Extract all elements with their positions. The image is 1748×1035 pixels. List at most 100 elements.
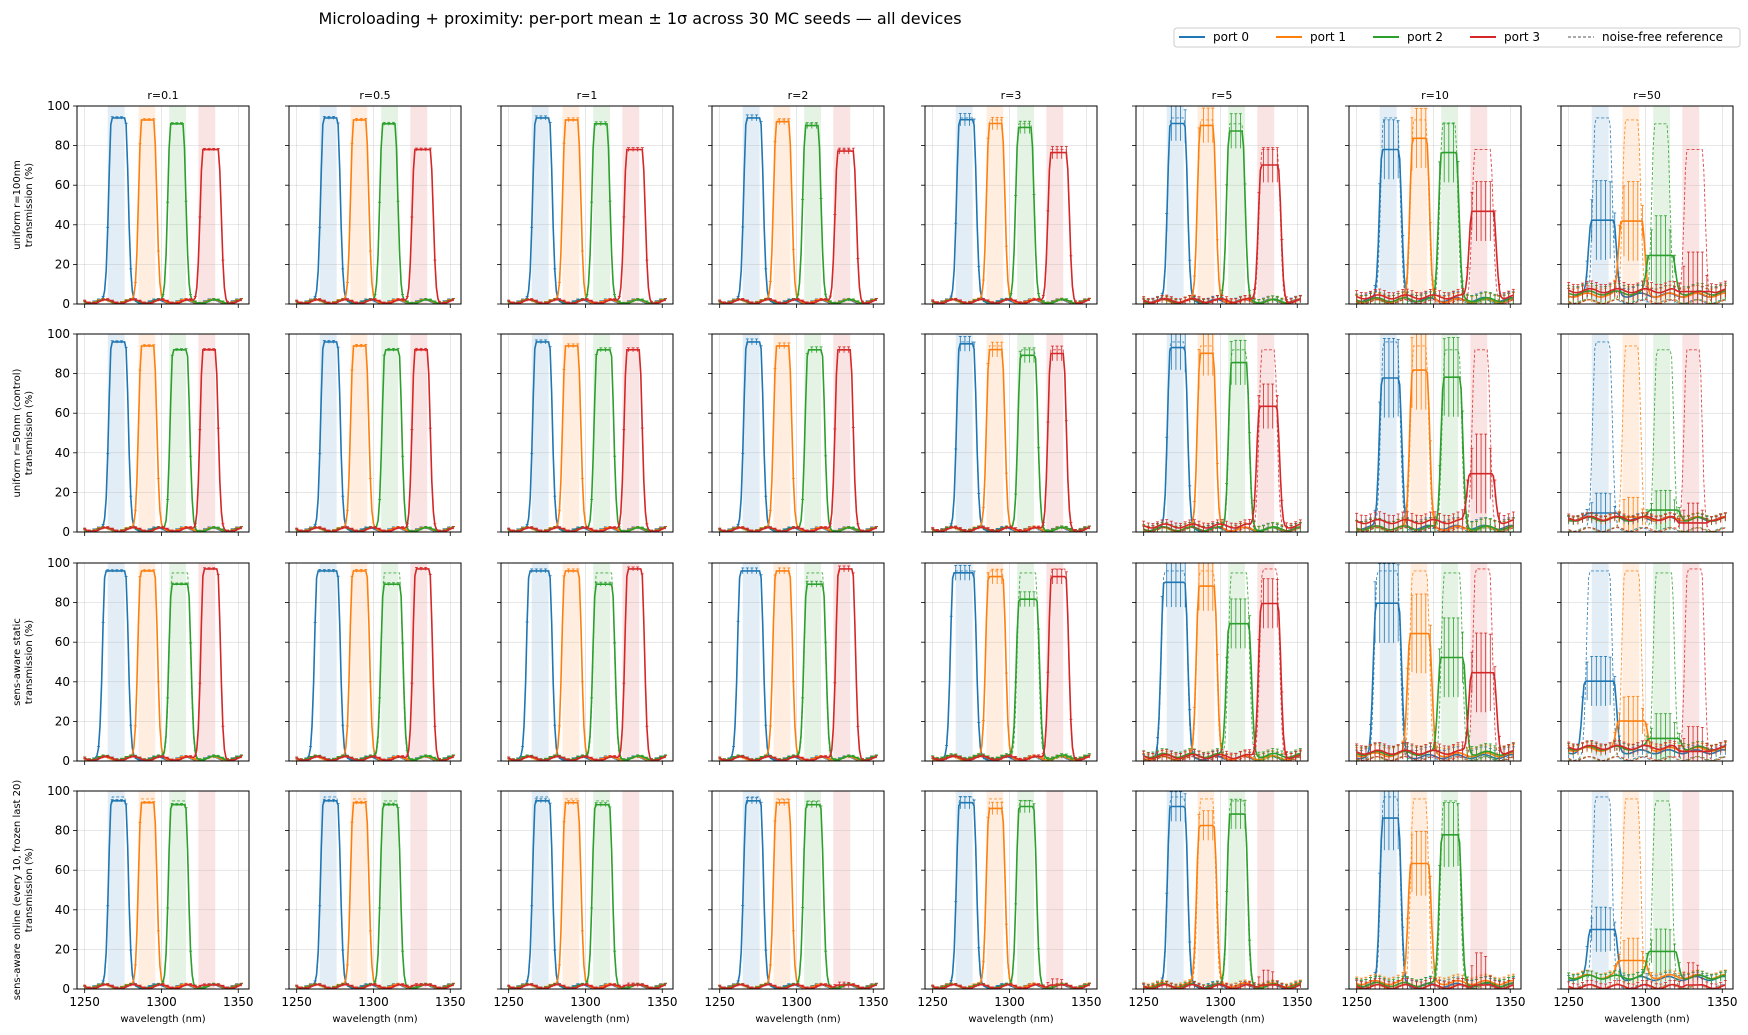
passband-port-2	[381, 106, 399, 304]
y-tick-label: 100	[47, 99, 70, 113]
passband-port-3	[833, 334, 851, 532]
reference-port-3	[1568, 149, 1726, 305]
passband-port-1	[773, 106, 791, 304]
column-title: r=5	[1212, 89, 1233, 102]
passband-port-0	[107, 106, 125, 304]
panel-r0-c7: r=50	[1557, 89, 1734, 308]
legend-entry-port-2: port 2	[1373, 30, 1443, 44]
passband-port-1	[1410, 106, 1428, 304]
passband-port-3	[410, 334, 428, 532]
passband-port-2	[593, 106, 611, 304]
y-tick-label: 100	[47, 327, 70, 341]
axes-frame	[1560, 105, 1734, 305]
y-tick-label: 0	[62, 525, 70, 539]
passband-port-1	[773, 334, 791, 532]
panel-r1-c3	[708, 333, 885, 536]
axes-frame	[924, 333, 1098, 533]
passband-port-3	[1682, 334, 1700, 532]
legend-entry-port-1: port 1	[1276, 30, 1346, 44]
passband-port-3	[1257, 334, 1275, 532]
passband-port-1	[350, 334, 368, 532]
column-title: r=1	[577, 89, 598, 102]
panel-r1-c5	[1132, 333, 1309, 536]
y-tick-label: 20	[55, 257, 70, 271]
y-tick-label: 0	[62, 297, 70, 311]
row-y-label: transmission (%)	[24, 163, 35, 247]
panel-r0-c1: r=0.5	[285, 89, 462, 308]
axes-frame	[500, 333, 674, 533]
y-tick-label: 40	[55, 218, 70, 232]
passband-port-1	[1622, 334, 1640, 532]
panel-r0-c0: 0 20 40 60 80 100 r=0.1 uniform r=100nm transmis…	[12, 89, 250, 311]
panel-r1-c7	[1557, 333, 1734, 536]
legend-entry-reference: noise-free reference	[1568, 30, 1723, 44]
panel-r0-c4: r=3	[921, 89, 1098, 308]
passband-port-2	[804, 106, 822, 304]
axes-frame	[924, 105, 1098, 305]
axes-frame	[500, 105, 674, 305]
passband-port-3	[1470, 106, 1488, 304]
passband-port-1	[1197, 334, 1215, 532]
reference-port-2	[1356, 123, 1514, 305]
legend-entry-port-0: port 0	[1179, 30, 1249, 44]
passband-port-0	[955, 106, 973, 304]
passband-port-0	[742, 106, 760, 304]
panel-r1-c1	[285, 333, 462, 536]
passband-port-3	[1470, 334, 1488, 532]
passband-port-2	[169, 334, 187, 532]
passband-port-2	[1017, 106, 1035, 304]
panel-r1-c0: 0 20 40 60 80 100 uniform r=50nm (control) tran…	[12, 327, 250, 539]
passband-port-1	[1410, 334, 1428, 532]
passband-port-1	[1622, 106, 1640, 304]
passband-port-2	[381, 334, 399, 532]
figure-title: Microloading + proximity: per-port mean …	[318, 9, 961, 28]
passband-port-0	[742, 334, 760, 532]
passband-port-2	[804, 334, 822, 532]
passband-port-3	[622, 334, 640, 532]
passband-port-1	[986, 334, 1004, 532]
passband-port-3	[198, 334, 216, 532]
axes-frame	[1135, 333, 1309, 533]
axes-frame	[711, 105, 885, 305]
passband-port-1	[138, 106, 156, 304]
panel-r1-c4	[921, 333, 1098, 536]
passband-port-2	[169, 106, 187, 304]
column-title: r=3	[1001, 89, 1022, 102]
column-title: r=2	[788, 89, 809, 102]
y-tick-label: 60	[55, 178, 70, 192]
reference-port-3	[1356, 349, 1514, 533]
panel-r1-c2	[497, 333, 674, 536]
passband-port-2	[1653, 334, 1671, 532]
passband-port-0	[107, 334, 125, 532]
row-y-label: transmission (%)	[24, 391, 35, 475]
axes-frame	[76, 333, 250, 533]
passband-port-0	[319, 106, 337, 304]
passband-port-0	[1591, 334, 1609, 532]
column-title: r=0.5	[359, 89, 390, 102]
y-tick-label: 60	[55, 406, 70, 420]
passband-port-1	[1197, 106, 1215, 304]
passband-port-1	[986, 106, 1004, 304]
panel-r0-c3: r=2	[708, 89, 885, 308]
y-tick-label: 40	[55, 446, 70, 460]
row-label: uniform r=50nm (control)	[12, 368, 23, 497]
passband-port-0	[1166, 334, 1184, 532]
axes-frame	[1348, 333, 1522, 533]
reference-port-2	[1568, 123, 1726, 305]
legend: port 0 port 1 port 2 port 3 noise-free r…	[1173, 27, 1741, 48]
passband-port-0	[319, 334, 337, 532]
y-tick-label: 80	[55, 139, 70, 153]
legend-frame	[1173, 27, 1741, 48]
axes-frame	[288, 333, 462, 533]
axes-frame	[288, 105, 462, 305]
axes-frame	[1348, 105, 1522, 305]
passband-port-3	[1682, 106, 1700, 304]
passband-port-1	[562, 106, 580, 304]
y-tick-label: 80	[55, 367, 70, 381]
axes-frame	[1135, 105, 1309, 305]
panel-r1-c6	[1345, 333, 1522, 536]
passband-port-0	[1166, 106, 1184, 304]
panel-r0-c5: r=5	[1132, 89, 1309, 308]
